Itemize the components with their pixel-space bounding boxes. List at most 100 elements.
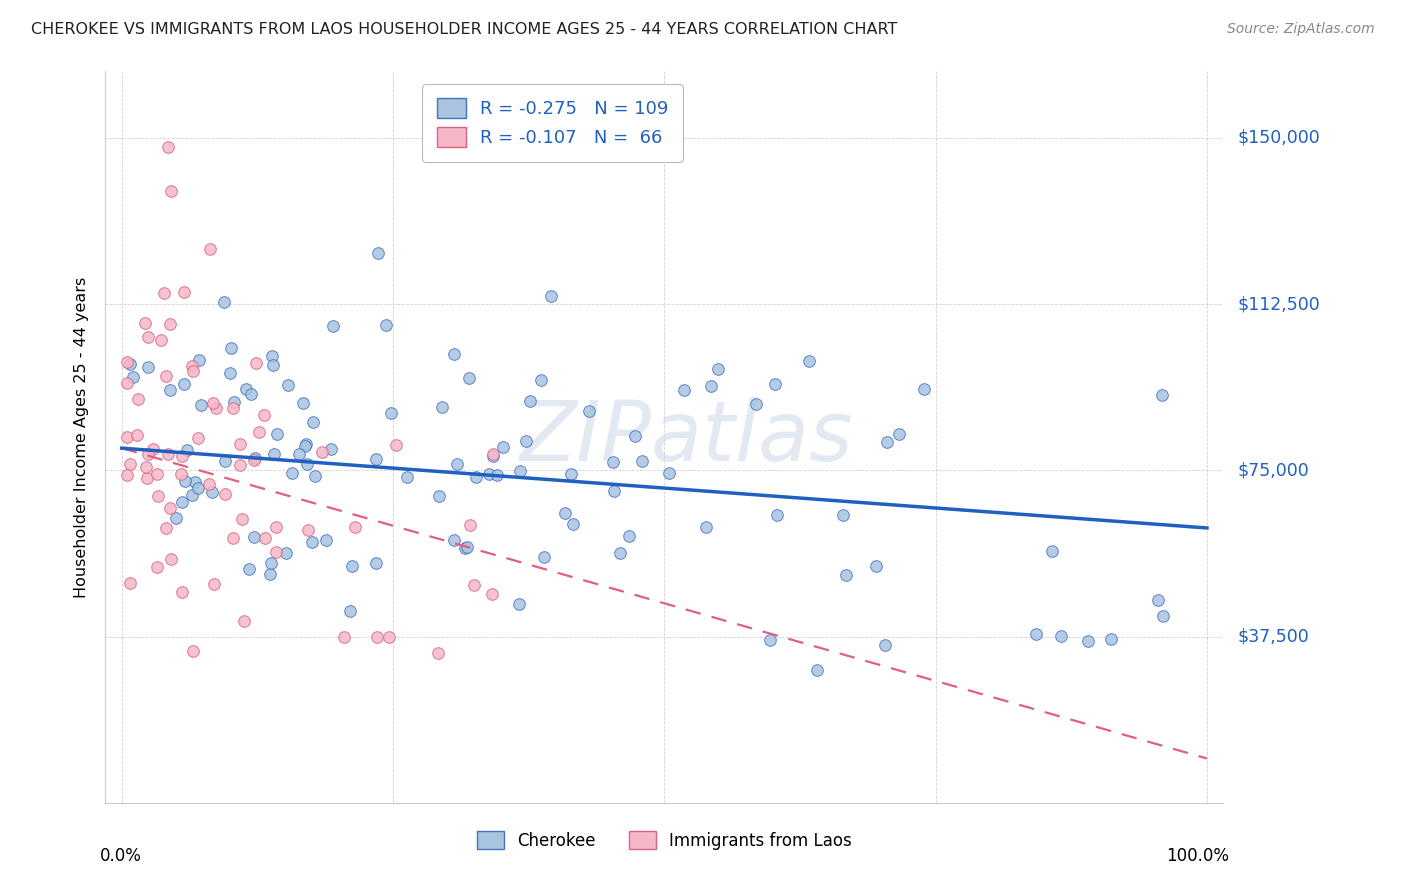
Point [446, 458, 468, 472]
Point [214, 487, 236, 501]
Point [297, 457, 319, 471]
Point [481, 449, 503, 463]
Text: $37,500: $37,500 [1237, 628, 1309, 646]
Point [159, 384, 181, 398]
Point [533, 550, 555, 565]
Point [231, 512, 253, 526]
Point [294, 439, 316, 453]
Point [202, 577, 225, 591]
Point [157, 139, 180, 153]
Point [212, 294, 235, 309]
Point [340, 558, 363, 573]
Point [658, 466, 681, 480]
Point [170, 585, 193, 599]
Point [799, 353, 821, 368]
Point [912, 382, 935, 396]
Point [253, 531, 276, 545]
Point [492, 440, 515, 454]
Point [214, 453, 236, 467]
Point [485, 468, 508, 483]
Point [235, 382, 257, 396]
Point [173, 377, 195, 392]
Point [832, 508, 855, 522]
Point [176, 442, 198, 457]
Point [259, 556, 281, 570]
Point [364, 452, 387, 467]
Point [562, 517, 585, 532]
Point [245, 356, 267, 370]
Point [1147, 592, 1170, 607]
Point [560, 467, 582, 482]
Point [190, 398, 212, 412]
Point [288, 447, 311, 461]
Point [202, 396, 225, 410]
Text: Source: ZipAtlas.com: Source: ZipAtlas.com [1227, 22, 1375, 37]
Point [159, 317, 181, 331]
Point [1152, 387, 1174, 401]
Point [259, 566, 281, 581]
Point [281, 467, 304, 481]
Point [115, 468, 138, 483]
Point [243, 451, 266, 466]
Point [478, 467, 501, 481]
Point [146, 559, 169, 574]
Point [1050, 629, 1073, 643]
Point [673, 383, 696, 397]
Point [172, 449, 194, 463]
Point [1099, 632, 1122, 647]
Point [159, 500, 181, 515]
Point [184, 475, 207, 489]
Point [142, 442, 165, 456]
Point [700, 379, 723, 393]
Point [374, 318, 396, 332]
Point [695, 520, 717, 534]
Point [430, 401, 453, 415]
Point [127, 392, 149, 406]
Point [118, 357, 141, 371]
Point [146, 489, 169, 503]
Point [229, 437, 252, 451]
Point [707, 362, 730, 376]
Point [263, 448, 285, 462]
Point [174, 474, 197, 488]
Point [160, 551, 183, 566]
Point [1077, 633, 1099, 648]
Point [198, 477, 221, 491]
Point [222, 531, 245, 545]
Point [181, 644, 204, 658]
Point [122, 370, 145, 384]
Point [481, 586, 503, 600]
Point [624, 428, 647, 442]
Point [339, 604, 361, 618]
Text: CHEROKEE VS IMMIGRANTS FROM LAOS HOUSEHOLDER INCOME AGES 25 - 44 YEARS CORRELATI: CHEROKEE VS IMMIGRANTS FROM LAOS HOUSEHO… [31, 22, 897, 37]
Point [315, 533, 337, 548]
Point [458, 517, 481, 532]
Point [519, 394, 541, 409]
Point [630, 454, 652, 468]
Point [443, 533, 465, 547]
Point [396, 469, 419, 483]
Point [134, 316, 156, 330]
Point [602, 455, 624, 469]
Point [465, 469, 488, 483]
Point [239, 386, 262, 401]
Point [229, 458, 252, 473]
Point [155, 369, 177, 384]
Point [292, 396, 315, 410]
Point [180, 488, 202, 502]
Point [835, 567, 858, 582]
Point [344, 520, 367, 534]
Point [609, 546, 631, 560]
Text: ZIPatlas: ZIPatlas [520, 397, 853, 477]
Point [364, 556, 387, 570]
Point [243, 453, 266, 467]
Y-axis label: Householder Income Ages 25 - 44 years: Householder Income Ages 25 - 44 years [75, 277, 90, 598]
Point [198, 242, 221, 256]
Point [333, 630, 356, 644]
Point [266, 426, 288, 441]
Point [366, 630, 388, 644]
Point [172, 495, 194, 509]
Point [554, 507, 576, 521]
Point [136, 471, 159, 485]
Point [603, 484, 626, 499]
